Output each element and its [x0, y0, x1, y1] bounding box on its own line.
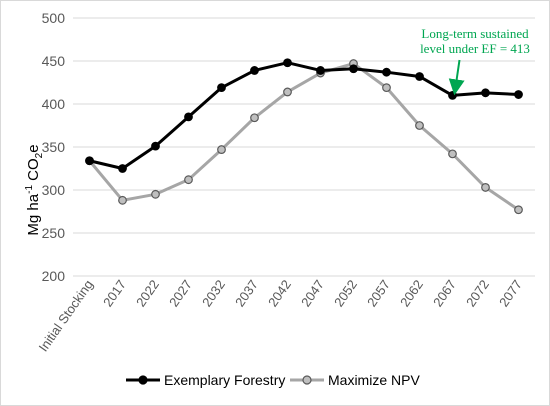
data-point-exemplary-forestry [151, 141, 160, 151]
data-point-exemplary-forestry [415, 72, 424, 81]
x-tick-label: 2067 [430, 277, 459, 309]
legend: Exemplary Forestry Maximize NPV [126, 372, 420, 388]
data-point-maximize-npv [382, 83, 391, 93]
y-tick-label: 500 [42, 10, 66, 26]
x-tick-label: 2037 [232, 277, 261, 309]
x-tick-label: 2032 [199, 277, 228, 309]
data-point-exemplary-forestry [250, 66, 259, 75]
legend-label-maximize-npv: Maximize NPV [328, 372, 420, 388]
x-tick-label: 2057 [364, 277, 393, 309]
data-point-exemplary-forestry [481, 88, 490, 98]
data-point-maximize-npv [151, 189, 160, 199]
data-point-exemplary-forestry [382, 67, 391, 77]
x-tick-label: 2047 [298, 277, 327, 309]
series-layer [85, 58, 523, 215]
data-point-exemplary-forestry [448, 90, 457, 100]
data-point-exemplary-forestry [349, 64, 358, 74]
y-tick-label: 450 [42, 53, 66, 69]
x-tick-label: 2042 [265, 277, 294, 309]
data-point-maximize-npv [415, 121, 424, 130]
data-point-maximize-npv [250, 113, 259, 123]
x-tick-label: 2077 [496, 277, 525, 309]
data-point-maximize-npv [184, 175, 193, 185]
data-point-exemplary-forestry [316, 66, 325, 75]
data-point-maximize-npv [283, 87, 292, 97]
gridlines [73, 17, 535, 277]
series-line-exemplary-forestry [89, 61, 519, 170]
data-point-exemplary-forestry [118, 164, 127, 173]
y-tick-label: 200 [42, 268, 66, 284]
legend-item-maximize-npv: Maximize NPV [290, 372, 420, 388]
annotation-line-1: Long-term sustained [421, 26, 529, 41]
x-tick-label: 2027 [166, 277, 195, 309]
data-point-maximize-npv [118, 195, 127, 205]
y-tick-label: 350 [42, 139, 66, 155]
legend-item-exemplary-forestry: Exemplary Forestry [126, 372, 285, 388]
x-tick-label: 2022 [133, 277, 162, 309]
data-point-maximize-npv [217, 145, 226, 154]
y-tick-label: 400 [42, 96, 66, 112]
x-tick-label: 2052 [331, 277, 360, 309]
y-tick-label: 250 [42, 225, 66, 241]
x-tick-label: 2062 [397, 277, 426, 309]
x-tick-label: Initial Stocking [36, 277, 96, 354]
y-axis-label: Mg ha-1 CO2e [24, 144, 45, 235]
data-point-exemplary-forestry [217, 83, 226, 93]
x-axis-ticks: Initial Stocking 2017 2022 2027 2032 2037 2042… [36, 277, 525, 354]
x-tick-label: 2072 [463, 277, 492, 309]
data-point-exemplary-forestry [283, 58, 292, 68]
data-point-maximize-npv [448, 149, 457, 159]
data-point-exemplary-forestry [184, 112, 193, 122]
data-point-exemplary-forestry [85, 156, 94, 166]
data-point-maximize-npv [481, 183, 490, 192]
data-point-maximize-npv [514, 205, 523, 215]
y-tick-label: 300 [42, 182, 66, 198]
series-line-maximize-npv [88, 62, 520, 212]
legend-marker-maximize-npv [302, 375, 312, 385]
legend-label-exemplary-forestry: Exemplary Forestry [164, 372, 285, 388]
annotation-line-2: level under EF = 413 [420, 41, 530, 56]
annotation: Long-term sustained level under EF = 413 [420, 26, 530, 96]
data-point-exemplary-forestry [514, 90, 523, 99]
x-tick-label: 2017 [100, 277, 129, 309]
annotation-arrow [448, 59, 465, 96]
y-axis-ticks: 200 250 300 350 400 450 500 [42, 10, 66, 284]
legend-marker-exemplary-forestry [138, 375, 148, 385]
